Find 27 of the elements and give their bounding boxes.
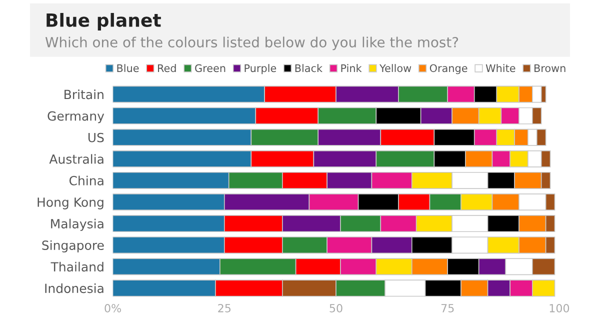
legend-label: Orange xyxy=(430,64,468,74)
legend-label: Purple xyxy=(244,64,276,74)
x-tick-label: 50 xyxy=(330,304,342,312)
y-tick-label: Singapore xyxy=(42,240,104,252)
y-tick-label: Australia xyxy=(49,154,104,164)
x-tick-label: 100 xyxy=(550,304,570,312)
legend-label: Red xyxy=(158,64,176,72)
legend-label: Green xyxy=(195,64,226,72)
legend-label: Blue xyxy=(117,64,139,72)
legend-label: Black xyxy=(295,64,322,72)
x-tick-label: 75 xyxy=(441,304,454,312)
y-tick-label: Indonesia xyxy=(45,283,104,294)
legend-label: Pink xyxy=(341,64,362,72)
y-tick-label: Malaysia xyxy=(51,218,104,231)
legend-label: White xyxy=(486,64,516,72)
x-tick-label: 0% xyxy=(104,304,121,312)
y-tick-label: Hong Kong xyxy=(38,198,104,210)
legend-label: Brown xyxy=(534,64,566,72)
y-tick-label: Thailand xyxy=(50,262,104,272)
y-tick-label: Germany xyxy=(48,111,104,124)
legend-label: Yellow xyxy=(380,64,412,72)
y-tick-label: China xyxy=(69,176,104,186)
y-tick-label: Britain xyxy=(64,90,104,100)
y-tick-label: US xyxy=(88,132,104,142)
chart-subtitle: Which one of the colours listed below do you like the most? xyxy=(45,36,458,50)
x-tick-label: 25 xyxy=(218,304,230,312)
chart-title: Blue planet xyxy=(46,12,161,30)
